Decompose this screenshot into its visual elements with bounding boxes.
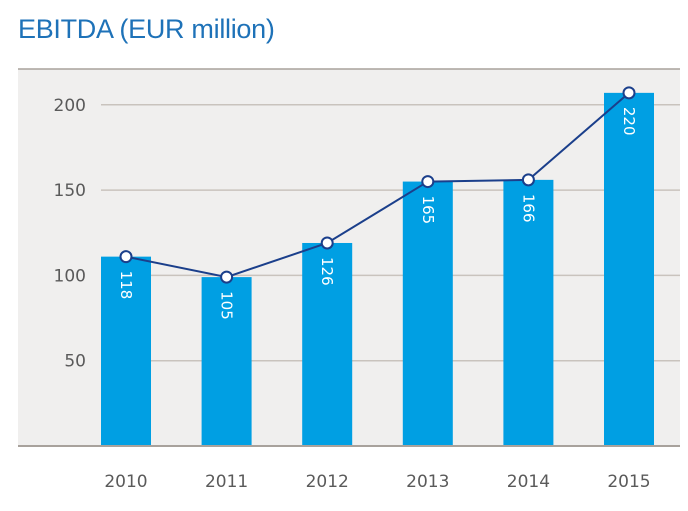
bar-2011 (201, 277, 252, 446)
data-label-2013: 165 (419, 196, 437, 225)
trend-line (125, 92, 630, 279)
y-tick-label: 100 (54, 266, 86, 286)
line-marker-2011 (220, 270, 234, 284)
line-marker-2014 (521, 173, 535, 187)
line-marker-2010 (119, 250, 133, 264)
line-marker-2013 (421, 175, 435, 189)
chart-title: EBITDA (EUR million) (18, 14, 275, 44)
x-tick-label-2010: 2010 (104, 472, 147, 492)
data-label-2015: 220 (620, 107, 638, 136)
x-tick-label-2011: 2011 (205, 472, 248, 492)
data-label-2011: 105 (218, 291, 236, 320)
x-tick-label-2015: 2015 (607, 472, 650, 492)
bar-2015 (604, 92, 654, 446)
bars (101, 92, 654, 446)
y-tick-label: 200 (54, 96, 86, 116)
y-tick-label: 50 (64, 352, 86, 372)
y-tick-label: 150 (54, 181, 86, 201)
bar-2010 (101, 256, 151, 446)
trend-line-group (119, 86, 636, 284)
x-tick-label-2014: 2014 (507, 472, 550, 492)
data-label-2014: 166 (519, 194, 537, 223)
gridlines (101, 104, 680, 362)
y-tick-labels: 50 100 150 200 (54, 96, 86, 372)
bar-2014 (503, 179, 554, 446)
line-marker-2012 (320, 236, 334, 250)
data-labels: 118 105 126 165 166 220 (117, 107, 638, 320)
x-tick-labels: 2010 2011 2012 2013 2014 2015 (104, 472, 650, 492)
bar-2013 (402, 181, 453, 446)
x-tick-label-2012: 2012 (306, 472, 349, 492)
bar-2012 (302, 242, 353, 446)
data-label-2012: 126 (318, 257, 336, 286)
x-tick-label-2013: 2013 (406, 472, 449, 492)
line-marker-2015 (622, 86, 636, 100)
data-label-2010: 118 (117, 271, 135, 300)
